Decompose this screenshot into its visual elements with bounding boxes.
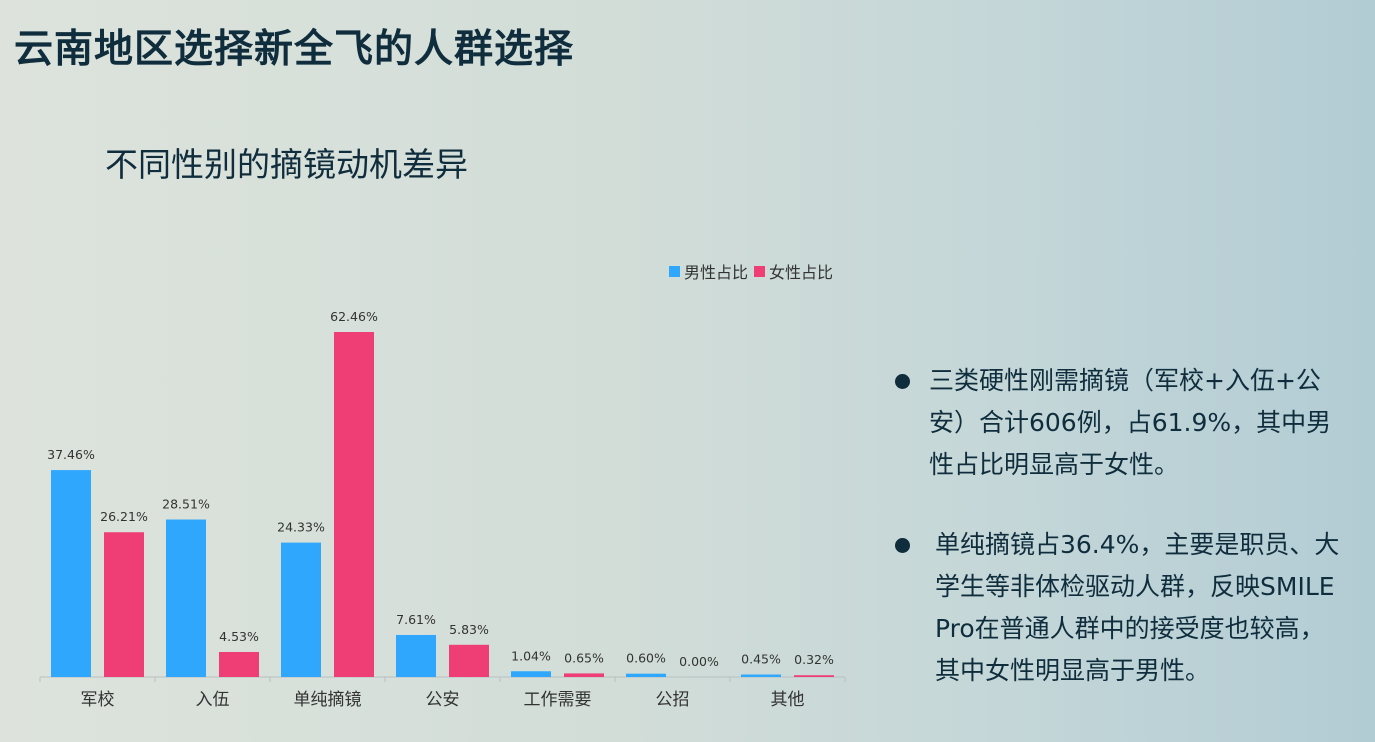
x-tick-label: 入伍 (196, 690, 230, 710)
data-label: 0.45% (741, 652, 781, 667)
x-tick-label: 军校 (81, 690, 115, 710)
bar-male (166, 519, 206, 677)
notes-list: 三类硬性刚需摘镜（军校+入伍+公安）合计606例，占61.9%，其中男性占比明显… (895, 360, 1345, 692)
bar-female (104, 532, 144, 677)
note-item: 三类硬性刚需摘镜（军校+入伍+公安）合计606例，占61.9%，其中男性占比明显… (895, 360, 1345, 486)
legend-swatch-female (754, 265, 766, 277)
bar-female (219, 651, 259, 677)
data-label: 0.60% (626, 651, 666, 666)
bar-male (396, 634, 436, 677)
legend-swatch-male (669, 265, 680, 277)
chart-legend: 男性占比 女性占比 (669, 259, 839, 283)
bullet-dot-icon (895, 538, 910, 553)
x-tick-label: 其他 (771, 690, 805, 710)
bar-male (741, 674, 781, 677)
data-label: 5.83% (449, 622, 489, 637)
data-label: 28.51% (162, 497, 210, 512)
bar-female (794, 675, 834, 677)
legend-item-male[interactable]: 男性占比 (669, 259, 748, 283)
data-label: 62.46% (330, 309, 378, 324)
legend-label-male: 男性占比 (684, 263, 749, 282)
x-tick-label: 工作需要 (524, 690, 592, 710)
bar-male (281, 542, 321, 677)
data-label: 7.61% (396, 612, 436, 627)
bar-female (334, 332, 374, 677)
bar-male (511, 671, 551, 677)
data-label: 0.65% (564, 650, 604, 665)
bar-chart: 37.46% 26.21% 军校 28.51% 4.53% 入伍 24.33% 62.46% 单… (39, 309, 846, 710)
data-label: 4.53% (219, 629, 259, 644)
chart-title: 不同性别的摘镜动机差异 (105, 145, 468, 184)
data-label: 0.32% (794, 652, 834, 667)
data-label: 0.00% (679, 654, 719, 669)
note-text: 三类硬性刚需摘镜（军校+入伍+公安）合计606例，占61.9%，其中男性占比明显… (929, 366, 1332, 479)
bar-male (51, 470, 91, 677)
data-label: 37.46% (47, 447, 95, 462)
legend-label-female: 女性占比 (769, 263, 834, 282)
bullet-dot-icon (895, 374, 910, 389)
bar-male (626, 673, 666, 677)
data-label: 1.04% (511, 648, 551, 663)
x-tick-label: 公安 (426, 690, 460, 710)
bar-female (564, 673, 604, 677)
legend-item-female[interactable]: 女性占比 (754, 259, 833, 283)
data-label: 24.33% (277, 520, 325, 535)
x-tick-label: 公招 (656, 690, 690, 710)
note-text: 单纯摘镜占36.4%，主要是职员、大学生等非体检驱动人群，反映SMILE Pro… (935, 530, 1340, 685)
bar-female (449, 644, 489, 677)
note-item: 单纯摘镜占36.4%，主要是职员、大学生等非体检驱动人群，反映SMILE Pro… (895, 524, 1345, 692)
data-label: 26.21% (100, 509, 148, 524)
x-tick-label: 单纯摘镜 (294, 690, 362, 710)
page-title: 云南地区选择新全飞的人群选择 (14, 27, 575, 72)
